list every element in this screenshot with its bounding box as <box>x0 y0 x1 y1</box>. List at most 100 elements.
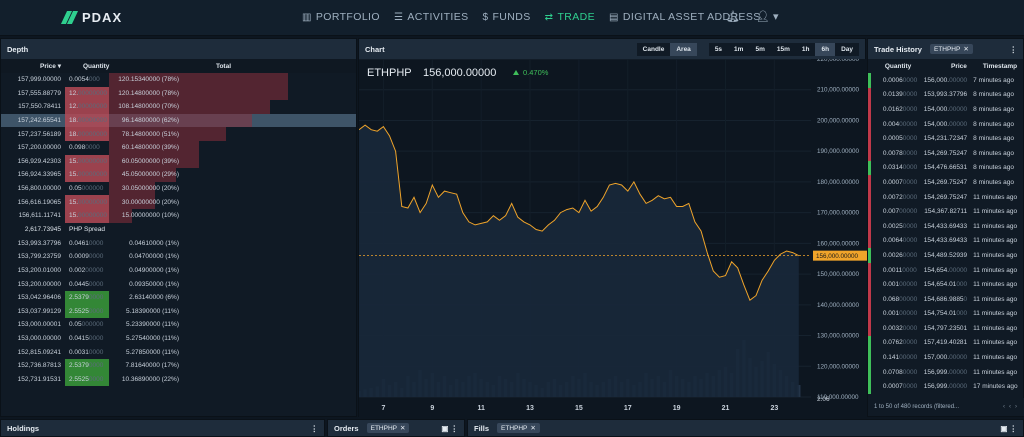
row-total: 5.18390000 (11%) <box>125 307 179 315</box>
qty-value: 18. <box>69 117 79 125</box>
bid-row[interactable]: 153,200.00000 0.04450000 0.09350000 (1%) <box>1 277 356 291</box>
bell-icon[interactable]: 🔔︎ <box>726 11 740 23</box>
bid-row[interactable]: 153,042.96406 2.53790000 2.63140000 (6%) <box>1 290 356 305</box>
trade-row[interactable]: 0.00320000 154,797.23501 11 minutes ago <box>868 321 1023 336</box>
trade-row[interactable]: 0.00700000 154,367.82711 11 minutes ago <box>868 204 1023 219</box>
qty-value: 0.0007 <box>882 383 903 391</box>
interval-1m-button[interactable]: 1m <box>728 42 750 56</box>
interval-5s-button[interactable]: 5s <box>708 42 729 56</box>
bid-row[interactable]: 153,993.37796 0.04610000 0.04610000 (1%) <box>1 237 356 251</box>
ask-row[interactable]: 156,929.42303 15.00000000 60.05000000 (39%… <box>1 154 356 169</box>
bid-row[interactable]: 152,815.09241 0.00310000 5.27850000 (11%) <box>1 345 356 359</box>
col-price[interactable]: Price ▾ <box>40 63 61 70</box>
ask-row[interactable]: 156,800.00000 0.05000000 30.05000000 (20%) <box>1 181 356 196</box>
ask-row[interactable]: 156,616.19065 15.00000000 30.00000000 (20%… <box>1 195 356 209</box>
bid-row[interactable]: 153,000.00000 0.04150000 5.27540000 (11%) <box>1 332 356 346</box>
row-quantity: 0.04610000 <box>61 240 109 247</box>
trade-row[interactable]: 0.07080000 156,999.00000 11 minutes ago <box>868 364 1023 380</box>
trade-row[interactable]: 0.03140000 154,476.66531 8 minutes ago <box>868 160 1023 176</box>
price-chart-svg[interactable]: 110,000.00000 120,000.00000 130,000.00000 1… <box>357 56 867 418</box>
interval-1h-button[interactable]: 1h <box>795 42 816 56</box>
qty-padding: 00000000 <box>78 171 107 179</box>
trade-row[interactable]: 0.00780000 154,269.75247 8 minutes ago <box>868 145 1023 161</box>
trade-row[interactable]: 0.00400000 154,000.00000 8 minutes ago <box>868 116 1023 132</box>
trade-row[interactable]: 0.00100000 154,754.01000 11 minutes ago <box>868 306 1023 322</box>
qty-value: 12. <box>69 103 79 111</box>
interval-6h-button[interactable]: 6h <box>815 42 836 56</box>
qty-value: 0.0461 <box>69 239 89 247</box>
fills-filter-tag[interactable]: ETHPHP ✕ <box>497 423 540 433</box>
row-price: 157,242.65541 <box>17 117 61 125</box>
ask-row[interactable]: 156,611.11741 15.00000000 15.00000000 (10%… <box>1 208 356 223</box>
orders-filter-tag[interactable]: ETHPHP ✕ <box>366 423 410 433</box>
bid-row[interactable]: 152,731.91531 2.55250000 10.36890000 (22%) <box>1 372 356 387</box>
nav-activities[interactable]: ☰ ACTIVITIES <box>394 11 469 23</box>
trade-row[interactable]: 0.00110000 154,654.00000 11 minutes ago <box>868 262 1023 278</box>
interval-15m-button[interactable]: 15m <box>770 42 796 56</box>
chart-area[interactable]: 110,000.00000 120,000.00000 130,000.00000 1… <box>357 56 867 418</box>
qty-value: 0.068 <box>882 295 900 303</box>
fills-save-icon[interactable]: ▣ ⋮ <box>1000 423 1017 433</box>
interval-day-button[interactable]: Day <box>835 42 859 56</box>
save-icon[interactable]: ▣ ⋮ <box>441 423 458 433</box>
trade-row[interactable]: 0.00060000 156,000.00000 7 minutes ago <box>868 73 1023 88</box>
interval-5m-button[interactable]: 5m <box>749 42 771 56</box>
depth-bar <box>109 113 252 128</box>
nav-trade[interactable]: ⇄ TRADE <box>545 11 595 23</box>
bid-row[interactable]: 153,799.23759 0.00090000 0.04700000 (1%) <box>1 250 356 264</box>
fills-panel[interactable]: Fills ETHPHP ✕ ▣ ⋮ <box>467 419 1024 437</box>
trade-row[interactable]: 0.07620000 157,419.40281 11 minutes ago <box>868 335 1023 351</box>
pagination-icon[interactable]: ‹‹› <box>1003 404 1021 410</box>
ask-row[interactable]: 157,999.00000 0.0054000 120.15340000 (78%) <box>1 73 356 87</box>
trade-row[interactable]: 0.00720000 154,269.75247 11 minutes ago <box>868 189 1023 205</box>
trade-row[interactable]: 0.00070000 154,269.75247 8 minutes ago <box>868 175 1023 190</box>
trade-row[interactable]: 0.14100000 157,000.00000 11 minutes ago <box>868 350 1023 365</box>
bid-row[interactable]: 153,200.01000 0.00200000 0.04900000 (1%) <box>1 264 356 278</box>
trade-row[interactable]: 0.06800000 154,686.98850 11 minutes ago <box>868 291 1023 307</box>
trade-row[interactable]: 0.00260000 154,489.52939 11 minutes ago <box>868 248 1023 263</box>
orders-panel[interactable]: Orders ETHPHP ✕ ▣ ⋮ <box>327 419 465 437</box>
close-icon[interactable]: ✕ <box>963 46 969 53</box>
trade-row[interactable]: 0.01620000 154,000.00000 8 minutes ago <box>868 102 1023 117</box>
trade-row[interactable]: 0.00640000 154,433.69433 11 minutes ago <box>868 233 1023 249</box>
mode-area-button[interactable]: Area <box>670 42 697 56</box>
holdings-more-icon[interactable]: ⋮ <box>310 423 319 433</box>
row-total: 0.04900000 (1%) <box>129 267 179 275</box>
trade-qty: 0.00100000 <box>875 281 917 288</box>
ask-row[interactable]: 156,924.33965 15.00000000 45.05000000 (29%… <box>1 168 356 182</box>
row-total: 2.63140000 (6%) <box>129 294 179 302</box>
trade-qty: 0.00400000 <box>875 121 917 128</box>
trade-time: 11 minutes ago <box>973 237 1018 245</box>
row-quantity: 18.00000000 <box>61 117 109 124</box>
bid-row[interactable]: 152,736.87813 2.53790000 7.81640000 (17%) <box>1 358 356 373</box>
sell-indicator <box>868 116 871 132</box>
close-icon[interactable]: ✕ <box>530 425 536 432</box>
user-menu-icon[interactable]: 👤︎ ▾ <box>755 11 779 23</box>
ask-row[interactable]: 157,555.88779 12.00000000 120.14800000 (78… <box>1 86 356 101</box>
asks-list: 157,999.00000 0.0054000 120.15340000 (78%)… <box>1 73 356 223</box>
bid-row[interactable]: 153,037.99129 2.55250000 5.18390000 (11%) <box>1 304 356 319</box>
close-icon[interactable]: ✕ <box>399 425 406 432</box>
nav-funds[interactable]: $ FUNDS <box>483 11 531 23</box>
bid-row[interactable]: 153,000.00001 0.05000000 5.23390000 (11%) <box>1 318 356 332</box>
nav-portfolio[interactable]: ▥ PORTFOLIO <box>302 11 380 23</box>
brand-logo[interactable]: PDAX <box>60 10 122 25</box>
trade-row[interactable]: 0.00070000 156,999.00000 17 minutes ago <box>868 379 1023 395</box>
ask-row[interactable]: 157,200.00000 0.0980000 60.14800000 (39%) <box>1 140 356 155</box>
nav-digital-asset-address[interactable]: ▤ DIGITAL ASSET ADDRESS <box>609 11 761 23</box>
trade-price: 153,993.37796 <box>917 91 967 98</box>
ask-row[interactable]: 157,550.78411 12.00000000 108.14800000 (70… <box>1 100 356 114</box>
trade-qty: 0.00050000 <box>875 135 917 142</box>
ask-row[interactable]: 157,242.65541 18.00000000 96.14800000 (62%… <box>1 113 356 128</box>
trade-row[interactable]: 0.01390000 153,993.37796 8 minutes ago <box>868 87 1023 103</box>
price-value: 154,797.23501 <box>923 324 968 332</box>
trade-row[interactable]: 0.00050000 154,231.72347 8 minutes ago <box>868 131 1023 146</box>
row-price: 153,000.00001 <box>17 321 61 329</box>
trade-row[interactable]: 0.00100000 154,654.01000 11 minutes ago <box>868 277 1023 292</box>
trade-row[interactable]: 0.00250000 154,433.69433 11 minutes ago <box>868 218 1023 234</box>
ask-row[interactable]: 157,237.56189 18.00000000 78.14800000 (51%… <box>1 127 356 141</box>
holdings-panel[interactable]: Holdings ⋮ <box>0 419 325 437</box>
more-icon[interactable]: ⋮ <box>1009 44 1018 54</box>
mode-candle-button[interactable]: Candle <box>636 42 671 56</box>
trade-filter-tag[interactable]: ETHPHP ✕ <box>929 44 973 54</box>
